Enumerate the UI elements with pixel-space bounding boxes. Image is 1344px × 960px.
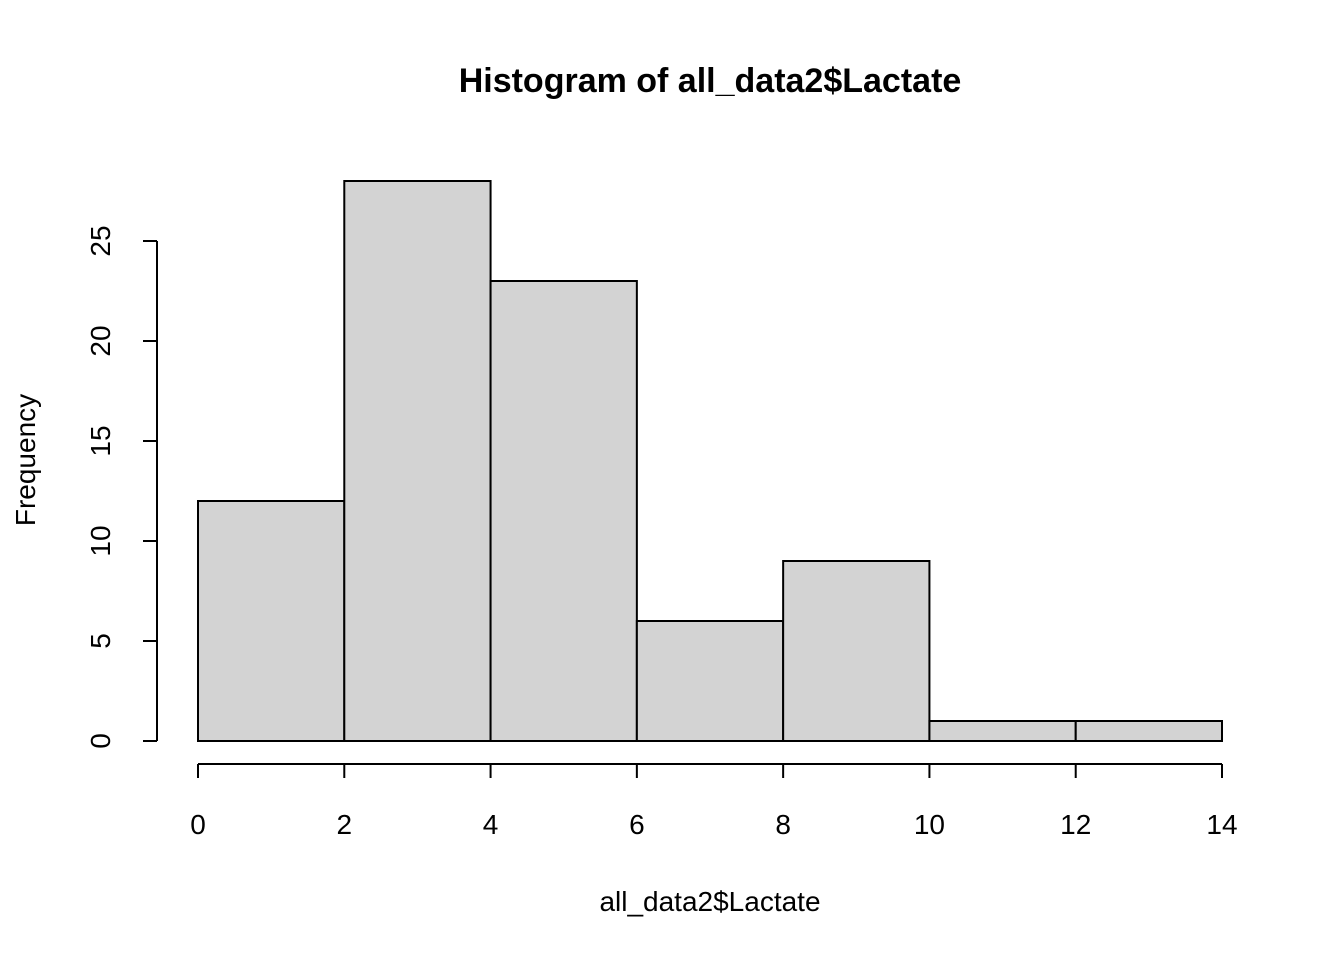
x-tick-label: 4 bbox=[483, 809, 499, 840]
x-tick-label: 14 bbox=[1206, 809, 1237, 840]
y-tick-label: 15 bbox=[85, 425, 116, 456]
x-tick-label: 8 bbox=[775, 809, 791, 840]
bars-group bbox=[197, 180, 1223, 742]
y-axis-label: Frequency bbox=[10, 394, 41, 526]
y-tick-label: 5 bbox=[85, 633, 116, 649]
histogram-bar bbox=[197, 500, 346, 742]
histogram-bar bbox=[928, 720, 1077, 742]
histogram-bar bbox=[635, 620, 785, 742]
y-axis: 0 5 10 15 20 25 bbox=[85, 225, 158, 749]
x-tick-label: 0 bbox=[190, 809, 206, 840]
histogram-bar bbox=[782, 560, 931, 742]
chart-title: Histogram of all_data2$Lactate bbox=[459, 62, 962, 100]
x-tick-label: 2 bbox=[336, 809, 352, 840]
x-tick-label: 12 bbox=[1060, 809, 1091, 840]
x-tick-label: 10 bbox=[914, 809, 945, 840]
y-tick-label: 25 bbox=[85, 225, 116, 256]
histogram-bar bbox=[489, 280, 638, 742]
x-axis: 0 2 4 6 8 10 12 14 bbox=[190, 763, 1238, 840]
x-axis-label: all_data2$Lactate bbox=[599, 886, 820, 917]
x-tick-label: 6 bbox=[629, 809, 645, 840]
y-tick-label: 20 bbox=[85, 325, 116, 356]
y-tick-label: 10 bbox=[85, 525, 116, 556]
histogram-bar bbox=[343, 180, 492, 742]
histogram-bar bbox=[1074, 720, 1223, 742]
y-tick-label: 0 bbox=[85, 733, 116, 749]
